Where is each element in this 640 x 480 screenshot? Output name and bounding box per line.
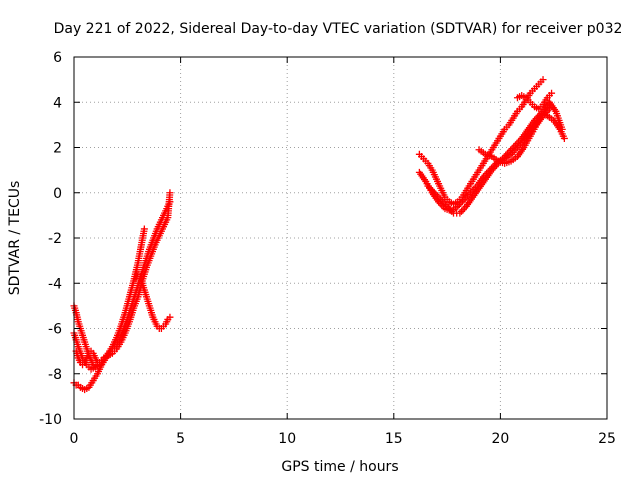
x-tick-label: 25 xyxy=(598,431,616,447)
axis-ticks xyxy=(73,56,608,420)
series-late-track-5 xyxy=(513,89,556,113)
x-tick-label: 10 xyxy=(278,431,296,447)
series-early-track-4 xyxy=(132,270,174,332)
x-tick-label: 15 xyxy=(385,431,403,447)
y-axis-title: SDTVAR / TECUs xyxy=(7,181,23,296)
y-tick-label: 4 xyxy=(53,95,62,111)
x-tick-label: 20 xyxy=(491,431,509,447)
data-point xyxy=(558,125,566,133)
y-tick-label: 6 xyxy=(53,50,62,66)
x-tick-label: 5 xyxy=(176,431,185,447)
y-tick-labels: -10 -8 -6 -4 -2 0 2 4 6 xyxy=(39,50,62,428)
x-tick-label: 0 xyxy=(70,431,79,447)
data-points xyxy=(70,76,568,394)
data-point xyxy=(539,76,547,84)
data-point xyxy=(545,105,553,113)
data-point xyxy=(166,189,174,197)
data-point xyxy=(140,225,148,233)
data-point xyxy=(560,134,568,142)
y-tick-label: -6 xyxy=(48,322,62,338)
y-tick-label: 0 xyxy=(53,186,62,202)
y-tick-label: -8 xyxy=(48,367,62,383)
y-tick-label: -4 xyxy=(48,276,62,292)
y-tick-label: 2 xyxy=(53,141,62,157)
x-tick-labels: 0 5 10 15 20 25 xyxy=(70,431,616,447)
series-late-track-4 xyxy=(475,105,553,167)
y-tick-label: -10 xyxy=(39,412,62,428)
data-point xyxy=(98,358,106,366)
data-point xyxy=(548,89,556,97)
series-early-track-5 xyxy=(72,347,106,369)
data-point xyxy=(166,313,174,321)
x-axis-title: GPS time / hours xyxy=(281,459,398,475)
y-tick-label: -2 xyxy=(48,231,62,247)
chart-title: Day 221 of 2022, Sidereal Day-to-day VTE… xyxy=(54,21,623,37)
